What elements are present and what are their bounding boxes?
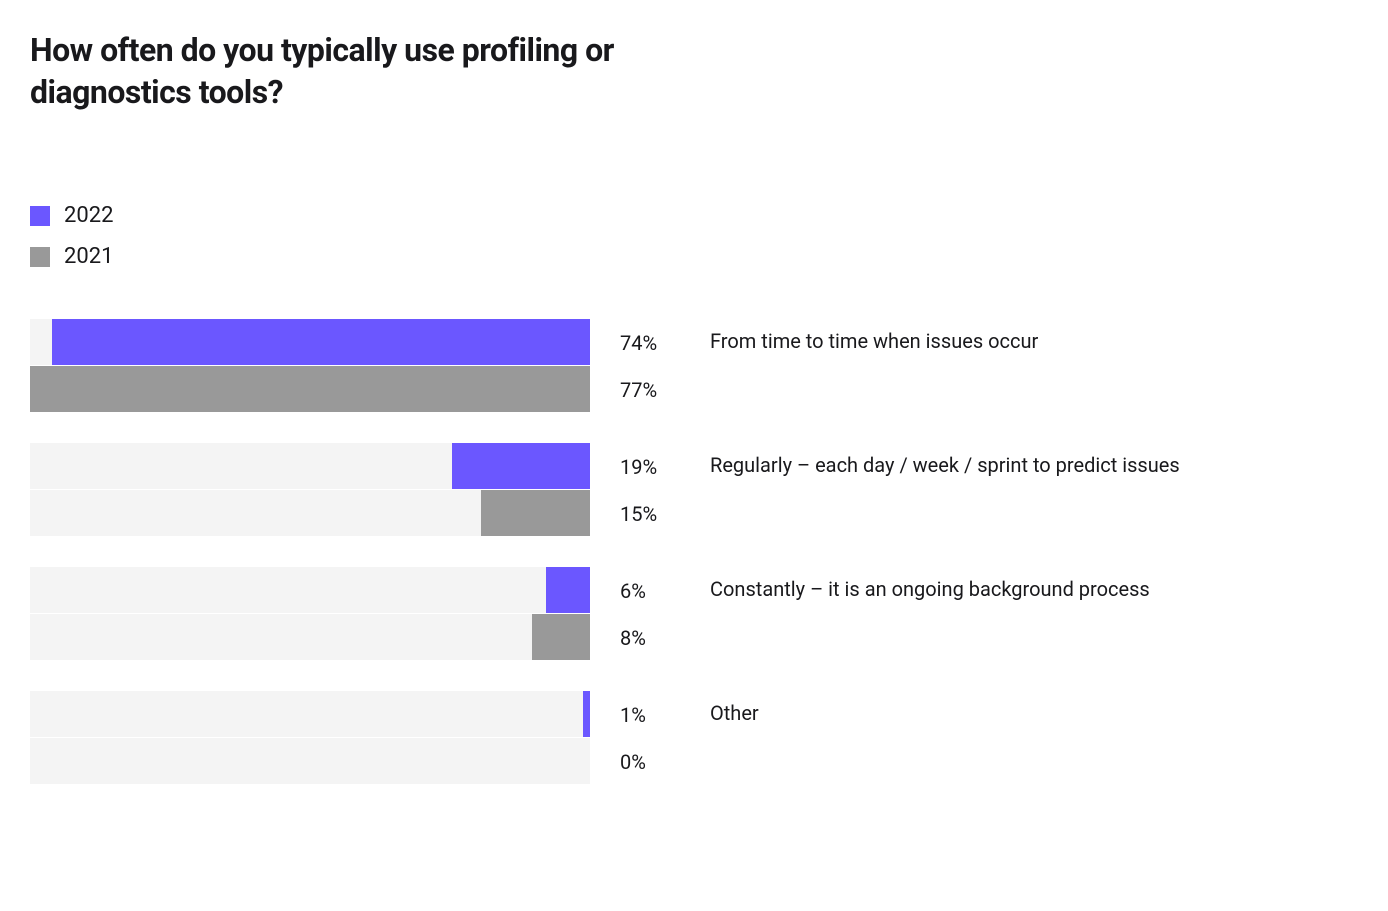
values-column: 74%77% xyxy=(620,319,680,413)
category-label: Regularly – each day / week / sprint to … xyxy=(710,443,1358,477)
bar-value: 1% xyxy=(620,691,680,738)
legend-swatch-2022 xyxy=(30,206,50,226)
category-label: Other xyxy=(710,691,1358,725)
bars-column xyxy=(30,567,590,660)
bar-fill xyxy=(546,567,590,613)
values-column: 1%0% xyxy=(620,691,680,785)
values-column: 6%8% xyxy=(620,567,680,661)
legend-swatch-2021 xyxy=(30,247,50,267)
bar-value: 6% xyxy=(620,567,680,614)
legend-item-2021: 2021 xyxy=(30,244,1358,269)
bar-fill xyxy=(532,614,590,660)
bar-value: 77% xyxy=(620,366,680,413)
bar-value: 8% xyxy=(620,614,680,661)
category-row: 74%77% From time to time when issues occu… xyxy=(30,319,1358,413)
values-column: 19%15% xyxy=(620,443,680,537)
bar-value: 74% xyxy=(620,319,680,366)
category-row: 6%8% Constantly – it is an ongoing backgr… xyxy=(30,567,1358,661)
bar-track xyxy=(30,691,590,737)
bar-fill xyxy=(583,691,590,737)
bar-value: 19% xyxy=(620,443,680,490)
bar-fill xyxy=(481,490,590,536)
legend-label: 2021 xyxy=(64,244,113,269)
legend-item-2022: 2022 xyxy=(30,203,1358,228)
category-label: Constantly – it is an ongoing background… xyxy=(710,567,1358,601)
bar-track xyxy=(30,319,590,365)
bar-track xyxy=(30,366,590,412)
bars-column xyxy=(30,443,590,536)
bar-track xyxy=(30,738,590,784)
chart-categories: 74%77% From time to time when issues occu… xyxy=(30,319,1358,785)
bar-track xyxy=(30,614,590,660)
bar-track xyxy=(30,443,590,489)
bar-fill xyxy=(30,366,590,412)
category-row: 19%15% Regularly – each day / week / spri… xyxy=(30,443,1358,537)
chart-title: How often do you typically use profiling… xyxy=(30,30,680,113)
bar-fill xyxy=(52,319,590,365)
category-label: From time to time when issues occur xyxy=(710,319,1358,353)
bar-track xyxy=(30,490,590,536)
chart-legend: 2022 2021 xyxy=(30,203,1358,269)
legend-label: 2022 xyxy=(64,203,113,228)
bar-value: 15% xyxy=(620,490,680,537)
bar-fill xyxy=(452,443,590,489)
bars-column xyxy=(30,319,590,412)
bar-value: 0% xyxy=(620,738,680,785)
bars-column xyxy=(30,691,590,784)
bar-track xyxy=(30,567,590,613)
category-row: 1%0% Other xyxy=(30,691,1358,785)
